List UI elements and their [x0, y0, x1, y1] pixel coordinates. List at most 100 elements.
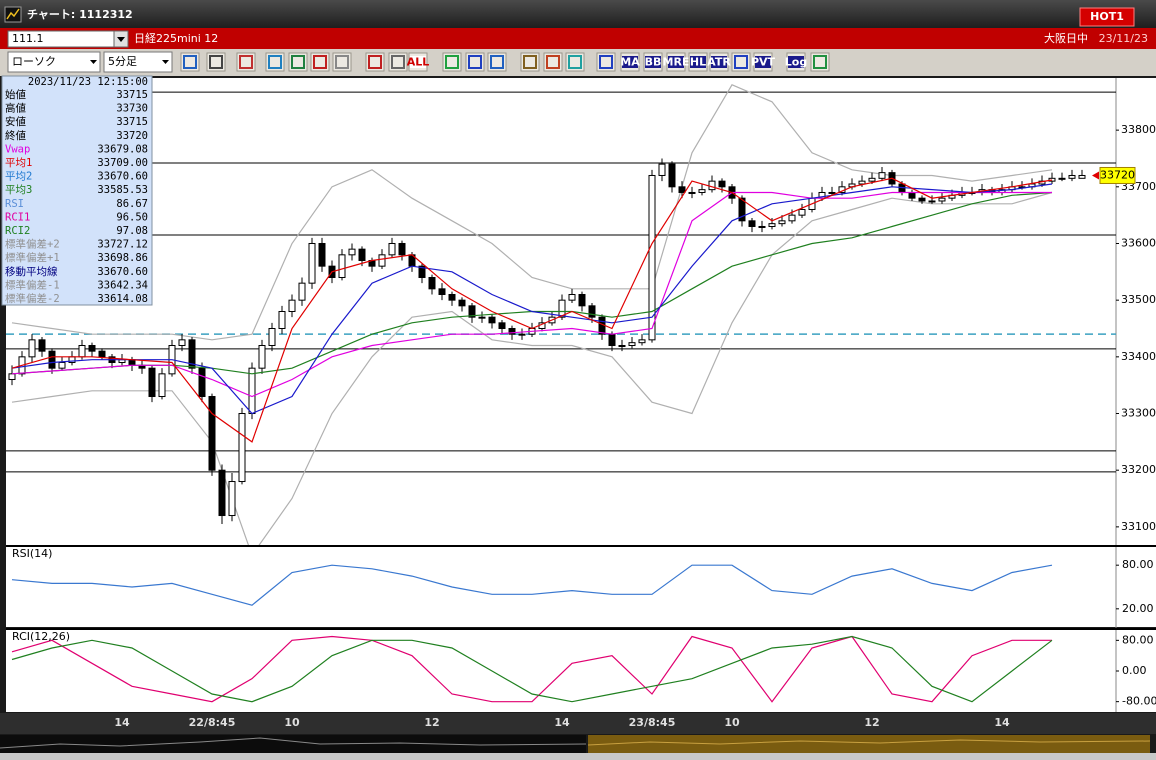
info-label: RCI2 [5, 225, 30, 237]
tool-label[interactable]: MRE [663, 56, 690, 69]
tool-button[interactable] [487, 52, 507, 72]
tool-button[interactable] [236, 52, 256, 72]
tool-glyph [645, 56, 661, 68]
indicator-plot [11, 564, 1053, 606]
code-text[interactable]: 111.1 [12, 32, 44, 45]
tool-button[interactable] [442, 52, 462, 72]
interval-text[interactable]: 5分足 [108, 55, 137, 68]
candle-body [858, 180, 866, 185]
tool-button[interactable] [565, 52, 585, 72]
info-label: 平均3 [5, 184, 32, 196]
last-price-box [1099, 166, 1136, 184]
info-label: 安値 [5, 115, 26, 128]
average-line [11, 177, 1053, 443]
candle-body [638, 339, 646, 344]
tool-button[interactable] [180, 52, 200, 72]
tool-button[interactable] [520, 52, 540, 72]
tool-label[interactable]: PVT [751, 56, 776, 69]
candle-body [448, 293, 456, 301]
candle-body [908, 191, 916, 199]
band-line [11, 191, 1053, 545]
candle-body [238, 413, 246, 483]
tool-button[interactable] [731, 52, 751, 72]
candle-body [308, 242, 316, 284]
candle-body [878, 172, 886, 179]
interval-select[interactable] [103, 51, 173, 73]
chart-type-select[interactable] [7, 51, 101, 73]
panel-title: RCI(12,26) [12, 630, 70, 643]
candle-body [498, 322, 506, 330]
candle-body [78, 345, 86, 358]
tool-label[interactable]: ALL [407, 56, 430, 69]
candle-body [768, 223, 776, 227]
tool-glyph [291, 55, 305, 69]
tool-label[interactable]: MA [620, 56, 640, 69]
info-label: 標準偏差-2 [5, 292, 60, 305]
tool-label[interactable]: Log [785, 56, 807, 69]
tool-label[interactable]: BB [645, 56, 662, 69]
candle-body [748, 220, 756, 227]
tool-button[interactable] [596, 52, 616, 72]
candle-body [348, 248, 356, 256]
candle-body [708, 180, 716, 191]
candle-body [268, 328, 276, 347]
rsi-panel [6, 547, 1156, 627]
info-value: 33679.08 [97, 143, 148, 155]
tool-glyph [568, 55, 582, 69]
info-value: 33614.08 [97, 293, 148, 305]
info-label: 移動平均線 [5, 265, 58, 278]
tool-glyph [622, 56, 638, 68]
candle-body [188, 339, 196, 369]
candle-body [828, 191, 836, 194]
tool-glyph [368, 55, 382, 69]
dropdown-arrow [162, 60, 169, 64]
tool-glyph [391, 55, 405, 69]
tool-button[interactable] [288, 52, 308, 72]
scroll-thumb[interactable] [588, 735, 1150, 753]
tool-glyph [813, 55, 827, 69]
tool-glyph [755, 56, 771, 68]
tool-button[interactable] [543, 52, 563, 72]
tool-button[interactable] [365, 52, 385, 72]
y-tick-label: 33500 [1121, 293, 1156, 306]
info-value: 33730 [116, 103, 148, 115]
status-strip [0, 753, 1156, 760]
info-value: 33698.86 [97, 252, 148, 264]
candle-body [1048, 177, 1056, 182]
main-panel [6, 78, 1156, 545]
hot-button[interactable] [1079, 7, 1135, 27]
info-label: 終値 [5, 129, 26, 142]
tool-button[interactable] [206, 52, 226, 72]
candle-body [198, 367, 206, 398]
candle-body [378, 254, 386, 267]
candle-body [508, 328, 516, 335]
candle-body [98, 350, 106, 358]
y-tick-label: 20.00 [1122, 602, 1154, 615]
indicator-line [11, 564, 1053, 606]
tool-glyph [410, 56, 426, 68]
y-tick-label: 33100 [1121, 520, 1156, 533]
info-label: 平均2 [5, 171, 32, 183]
tool-label[interactable]: ATR [707, 56, 731, 69]
dropdown-arrow [117, 37, 125, 42]
tool-button[interactable] [310, 52, 330, 72]
tool-button[interactable] [332, 52, 352, 72]
info-value: 97.08 [116, 225, 148, 237]
candle-body [1058, 177, 1066, 180]
hot-label[interactable]: HOT1 [1090, 10, 1124, 23]
tool-button[interactable] [810, 52, 830, 72]
tool-button[interactable] [465, 52, 485, 72]
tool-button[interactable] [388, 52, 408, 72]
chart-type-text[interactable]: ローソク [12, 55, 56, 68]
time-axis [0, 713, 1156, 734]
candle-body [398, 242, 406, 256]
indicator-line [11, 635, 1052, 703]
average-line [11, 191, 1052, 398]
scroll-left[interactable] [0, 735, 586, 753]
candle-body [588, 305, 596, 318]
candle-body [788, 214, 796, 222]
tool-button[interactable] [265, 52, 285, 72]
tool-label[interactable]: HL [690, 56, 706, 69]
y-tick-label: 33400 [1121, 350, 1156, 363]
